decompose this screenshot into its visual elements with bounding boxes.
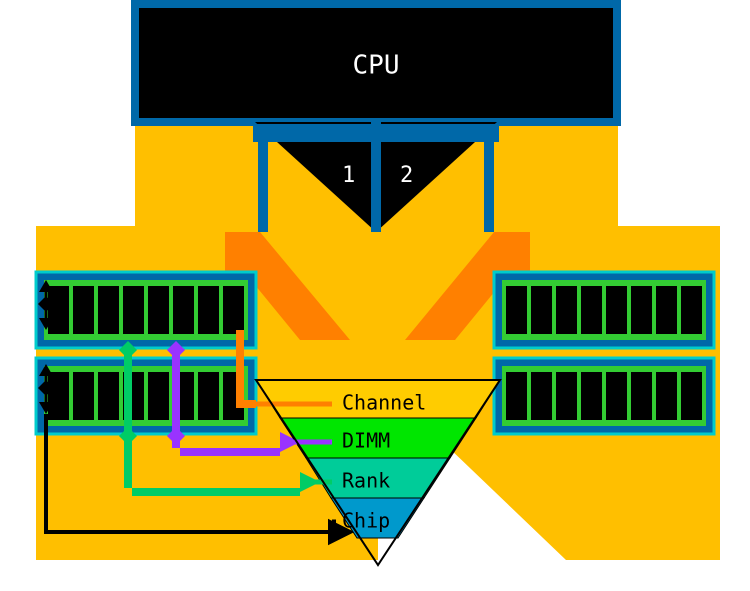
- memory-chip: [656, 372, 677, 420]
- memory-chip: [48, 372, 69, 420]
- memory-chip: [656, 286, 677, 334]
- memory-chip: [631, 372, 652, 420]
- cpu-label: CPU: [353, 51, 400, 81]
- memory-chip: [73, 372, 94, 420]
- memory-chip: [681, 372, 702, 420]
- memory-chip: [581, 286, 602, 334]
- memory-chip: [506, 286, 527, 334]
- memory-chip: [531, 286, 552, 334]
- memory-chip: [506, 372, 527, 420]
- memory-chip: [148, 286, 169, 334]
- memory-chip: [531, 372, 552, 420]
- memory-chip: [123, 286, 144, 334]
- dimm-module: [494, 358, 714, 434]
- memory-chip: [198, 286, 219, 334]
- dimm-module: [36, 358, 256, 434]
- channel-1-label: 1: [342, 163, 355, 188]
- memory-chip: [48, 286, 69, 334]
- channel-2-label: 2: [400, 163, 413, 188]
- memory-chip: [98, 286, 119, 334]
- memory-chip: [606, 372, 627, 420]
- dimm-module: [494, 272, 714, 348]
- memory-chip: [148, 372, 169, 420]
- dimm-module: [36, 272, 256, 348]
- memory-chip: [98, 372, 119, 420]
- legend-label: Channel: [342, 391, 426, 415]
- memory-chip: [198, 372, 219, 420]
- memory-chip: [581, 372, 602, 420]
- memory-chip: [223, 286, 244, 334]
- memory-chip: [681, 286, 702, 334]
- memory-chip: [556, 286, 577, 334]
- memory-chip: [73, 286, 94, 334]
- legend-label: DIMM: [342, 429, 390, 453]
- cpu-bus-left: [258, 142, 268, 232]
- memory-chip: [556, 372, 577, 420]
- memory-chip: [606, 286, 627, 334]
- legend-label: Rank: [342, 469, 390, 493]
- memory-chip: [173, 286, 194, 334]
- cpu-bus-center: [371, 122, 381, 232]
- cpu-bus-right: [484, 142, 494, 232]
- memory-chip: [631, 286, 652, 334]
